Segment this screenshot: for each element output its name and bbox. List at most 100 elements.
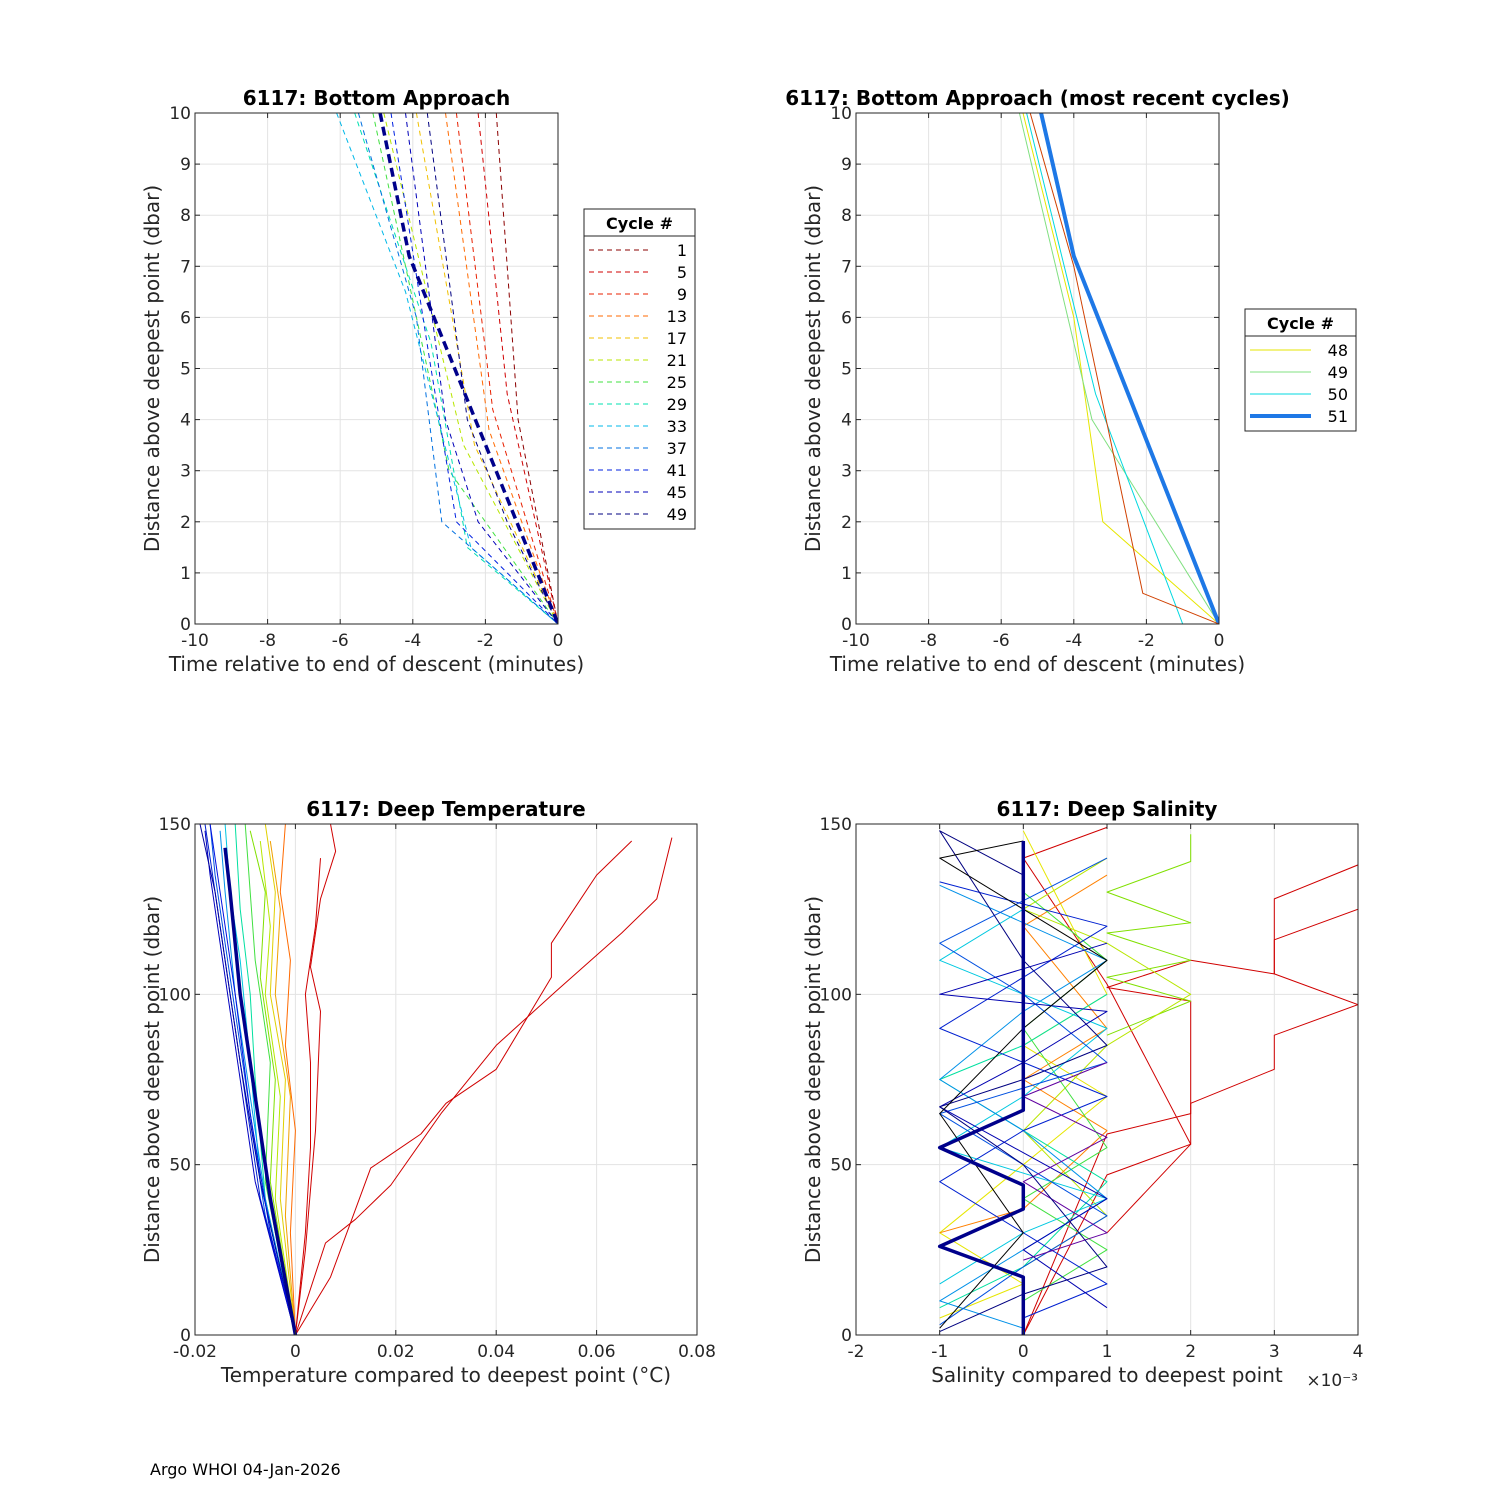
y-tick-label: 10 [830,104,852,124]
y-tick-label: 50 [169,1156,191,1176]
y-tick-label: 6 [180,308,191,328]
series-line-trace-12 [219,830,296,1335]
series-line-37 [357,113,558,624]
legend-label-33: 33 [667,417,687,436]
y-tick-label: 2 [180,513,191,533]
y-tick-label: 2 [841,513,852,533]
x-tick-label: 0 [1018,1342,1029,1362]
legend-label-41: 41 [667,461,687,480]
series-line-trace-6 [264,824,296,1335]
x-tick-label: 4 [1353,1342,1364,1362]
y-tick-label: 5 [841,360,852,380]
legend-label-45: 45 [667,483,687,502]
series-line-49 [1018,113,1219,624]
x-tick-label: -6 [993,631,1010,651]
legend-label-49: 49 [1328,363,1348,382]
chart-title: 6117: Bottom Approach [243,86,511,110]
legend-box [1244,308,1357,432]
x-tick-label: 0.06 [578,1342,616,1362]
series-line-trace-13 [939,942,1108,1309]
y-tick-label: 9 [180,155,191,175]
legend-label-13: 13 [667,307,687,326]
legend-title: Cycle # [606,214,673,233]
y-tick-label: 7 [841,257,852,277]
series-line-48 [1022,113,1219,624]
x-axis-label: Time relative to end of descent (minutes… [829,652,1245,676]
legend-label-21: 21 [667,351,687,370]
series-line-trace-4 [1029,113,1219,624]
series-line-13 [445,113,558,624]
x-tick-label: 0.08 [678,1342,716,1362]
series-line-highlight-51 [378,113,558,624]
legend: Cycle # 48 49 50 51 [1244,308,1357,432]
y-tick-label: 0 [180,1326,191,1346]
x-tick-label: 0.02 [377,1342,415,1362]
x-tick-label: 0 [553,631,564,651]
series-line-trace-2 [1022,826,1192,1234]
legend-label-29: 29 [667,395,687,414]
x-tick-label: -4 [1065,631,1082,651]
legend-label-17: 17 [667,329,687,348]
y-axis-label: Distance above deepest point (dbar) [140,185,164,552]
y-tick-label: 0 [841,1326,852,1346]
legend: Cycle #1 5 9 13 17 21 25 29 33 37 41 45 49 [583,208,696,530]
chart-title: 6117: Deep Temperature [306,797,586,821]
y-tick-label: 7 [180,257,191,277]
y-tick-label: 0 [841,615,852,635]
chart-title: 6117: Deep Salinity [997,797,1218,821]
y-tick-label: 3 [841,462,852,482]
chart-title: 6117: Bottom Approach (most recent cycle… [785,86,1290,110]
series-line-41 [390,113,558,624]
series-line-trace-1 [294,837,673,1335]
series-line-5 [477,113,558,624]
series-line-trace-17 [209,824,296,1335]
y-tick-label: 8 [180,206,191,226]
x-tick-label: -10 [181,631,209,651]
legend-label-5: 5 [677,263,687,282]
y-tick-label: 4 [180,411,191,431]
legend-label-51: 51 [1328,407,1348,426]
series-line-trace-8 [249,830,296,1335]
footer-credit: Argo WHOI 04-Jan-2026 [150,1460,341,1479]
x-tick-label: 1 [1102,1342,1113,1362]
series-line-trace-3 [1106,834,1192,1036]
y-tick-label: 3 [180,462,191,482]
series-line-45 [405,113,558,624]
legend-label-9: 9 [677,285,687,304]
legend-title: Cycle # [1267,314,1334,333]
series-line-1 [495,113,558,624]
x-axis-label: Temperature compared to deepest point (°… [220,1363,671,1387]
x-tick-label: -8 [920,631,937,651]
series-line-51 [1039,113,1219,624]
series-line-trace-7 [259,840,296,1335]
series-line-trace-4 [279,824,296,1335]
series-line-50 [1026,113,1219,624]
x-tick-label: -2 [848,1342,865,1362]
y-tick-label: 100 [820,985,852,1005]
y-tick-label: 100 [159,985,191,1005]
legend-box [583,208,696,530]
plot-area [195,824,697,1335]
series-line-trace-3 [294,858,321,1335]
legend-label-37: 37 [667,439,687,458]
series-line-25 [372,113,558,624]
y-axis-label: Distance above deepest point (dbar) [140,896,164,1263]
y-tick-label: 1 [180,564,191,584]
series-group [199,824,673,1335]
series-line-9 [455,113,558,624]
x-tick-label: -8 [259,631,276,651]
y-axis-label: Distance above deepest point (dbar) [801,896,825,1263]
x-tick-label: 2 [1185,1342,1196,1362]
y-tick-label: 1 [841,564,852,584]
y-tick-label: 6 [841,308,852,328]
series-group [1018,113,1219,624]
x-tick-label: 0.04 [477,1342,515,1362]
y-tick-label: 8 [841,206,852,226]
series-line-29 [354,113,558,624]
series-line-17 [415,113,558,624]
series-group [336,113,558,624]
x-tick-label: 0 [290,1342,301,1362]
